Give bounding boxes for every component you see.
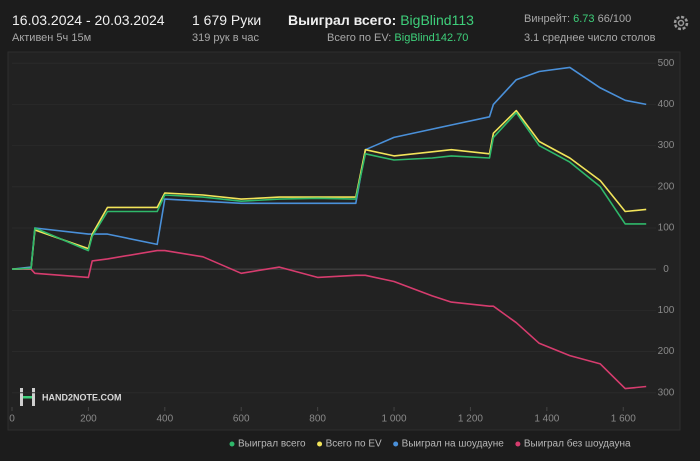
ev-label: Всего по EV: xyxy=(327,32,392,44)
settings-icon[interactable] xyxy=(672,14,690,32)
legend-label: Всего по EV xyxy=(326,439,382,450)
x-tick-label: 1 000 xyxy=(382,414,407,425)
won-value: BigBlind113 xyxy=(400,12,474,28)
legend-marker xyxy=(229,441,235,447)
hands-per-hour: 319 рук в час xyxy=(192,32,260,44)
x-tick-label: 800 xyxy=(309,414,326,425)
x-tick-label: 400 xyxy=(156,414,173,425)
plot-background xyxy=(7,51,681,431)
ev-value: BigBlind142.70 xyxy=(394,32,469,44)
logo-text: HAND2NOTE.COM xyxy=(42,392,122,402)
won-label: Выиграл всего: xyxy=(288,12,397,28)
y-tick-label: 500 xyxy=(658,58,675,69)
winrate: Винрейт: 6.73 66/100 xyxy=(524,13,631,25)
winrate-unit: 66/100 xyxy=(597,13,632,25)
x-tick-label: 0 xyxy=(9,414,15,425)
winrate-value: 6.73 xyxy=(573,13,595,25)
y-tick-label: 400 xyxy=(658,99,675,110)
x-tick-label: 200 xyxy=(80,414,97,425)
dates: 16.03.2024 - 20.03.2024 xyxy=(12,12,165,28)
y-tick-label: 300 xyxy=(658,387,675,398)
active-time: Активен 5ч 15м xyxy=(12,32,92,44)
hands: 1 679 Руки xyxy=(192,12,262,28)
x-tick-label: 1 200 xyxy=(458,414,483,425)
series-line xyxy=(12,249,647,390)
logo: HAND2NOTE.COM xyxy=(20,388,122,406)
y-tick-label: 200 xyxy=(658,346,675,357)
winrate-label: Винрейт: xyxy=(524,13,571,25)
y-tick-label: 100 xyxy=(658,305,675,316)
legend-label: Выиграл без шоудауна xyxy=(524,438,631,450)
legend-label: Выиграл на шоудауне xyxy=(402,439,505,450)
y-tick-label: 300 xyxy=(658,140,675,151)
x-tick-label: 1 600 xyxy=(611,414,636,425)
legend-marker xyxy=(317,441,323,447)
y-tick-label: 100 xyxy=(658,223,675,234)
y-tick-label: 0 xyxy=(663,264,669,275)
tables: 3.1 среднее число столов xyxy=(524,32,656,44)
series-line xyxy=(11,111,647,270)
x-tick-label: 1 400 xyxy=(534,414,559,425)
won-total: Выиграл всего: BigBlind113 xyxy=(288,12,474,28)
x-tick-label: 600 xyxy=(233,414,250,425)
ev-total: Всего по EV: BigBlind142.70 xyxy=(327,32,468,44)
legend-marker xyxy=(515,441,521,447)
legend-marker xyxy=(393,441,399,447)
y-tick-label: 200 xyxy=(658,181,675,192)
legend-label: Выиграл всего xyxy=(238,439,306,450)
